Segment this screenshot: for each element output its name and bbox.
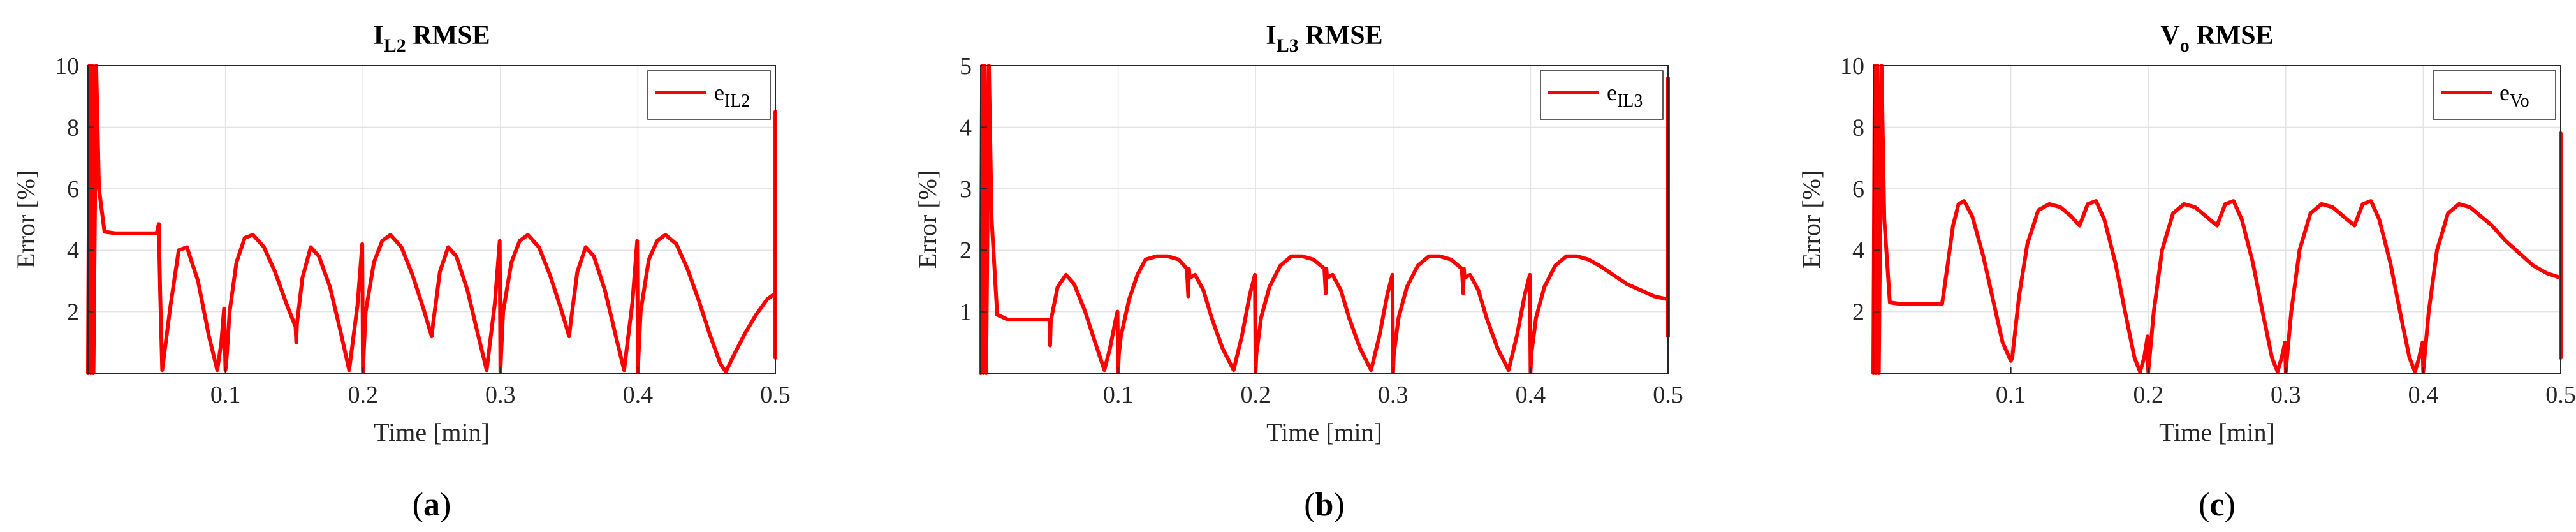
panel-b-x-tick-label: 0.5 <box>1653 381 1683 408</box>
panel-b-x-ticks: 0.1 0.2 0.3 0.4 0.5 <box>1103 367 1683 408</box>
panel-b-y-tick-label: 4 <box>960 114 972 141</box>
panel-a-x-tick-label: 0.3 <box>485 381 516 408</box>
panel-a-y-tick-label: 8 <box>67 114 79 141</box>
panel-c-y-axis-label: Error [%] <box>1797 170 1826 269</box>
panel-b-x-tick-label: 0.1 <box>1103 381 1134 408</box>
panel-b-x-tick-label: 0.2 <box>1240 381 1271 408</box>
panel-c-y-tick-label: 10 <box>1840 53 1864 80</box>
panel-a-y-tick-label: 10 <box>55 53 79 80</box>
panel-c-x-tick-label: 0.3 <box>2271 381 2301 408</box>
panel-c-legend-box <box>2433 70 2556 120</box>
panel-a-x-tick-label: 0.2 <box>348 381 378 408</box>
panel-b-y-axis-label: Error [%] <box>913 170 942 269</box>
panel-c-y-tick-label: 8 <box>1852 114 1864 141</box>
panel-a-x-tick-label: 0.4 <box>623 381 654 408</box>
panel-b-x-axis-label: Time [min] <box>1266 418 1382 447</box>
panel-a-y-ticks: 2 4 6 8 10 <box>55 53 94 326</box>
panel-a-plot <box>86 64 777 375</box>
panel-c-title: Vo RMSE <box>2160 21 2273 56</box>
panel-c-x-tick-label: 0.1 <box>1996 381 2026 408</box>
panel-c-y-tick-label: 4 <box>1852 237 1864 264</box>
panel-b-y-tick-label: 2 <box>960 237 972 264</box>
panel-a-y-tick-label: 4 <box>67 237 79 264</box>
panel-a-plot-frame <box>87 65 776 374</box>
panel-c-x-tick-label: 0.4 <box>2408 381 2439 408</box>
panel-a-legend: eIL2 <box>647 70 771 120</box>
panel-a-y-axis-label: Error [%] <box>11 170 40 269</box>
panel-b-series-line-eIL3 <box>979 64 1670 375</box>
panel-a-legend-label: eIL2 <box>714 80 750 111</box>
panel-a-title: IL2 RMSE <box>373 21 490 56</box>
panel-a-x-axis-label: Time [min] <box>374 418 490 447</box>
panel-a-y-tick-label: 6 <box>67 176 79 203</box>
panel-c-plot-frame <box>1873 65 2561 374</box>
panel-b-legend-label: eIL3 <box>1607 80 1643 111</box>
panel-c-legend: eVo <box>2433 70 2556 120</box>
panel-c-y-ticks: 2 4 6 8 10 <box>1840 53 1880 326</box>
caption-b: (b) <box>1304 487 1345 523</box>
panel-c: Vo RMSE 0.1 0.2 0.3 0.4 0.5 2 4 6 8 10 Time [min… <box>1797 21 2576 447</box>
panel-b-legend-box <box>1540 70 1664 120</box>
panel-c-y-tick-label: 6 <box>1852 176 1864 203</box>
panel-c-x-tick-label: 0.5 <box>2545 381 2576 408</box>
panel-b-y-ticks: 1 2 3 4 5 <box>960 53 987 326</box>
panel-c-x-ticks: 0.1 0.2 0.3 0.4 0.5 <box>1996 367 2576 408</box>
panel-b-y-tick-label: 5 <box>960 53 972 80</box>
panel-b-plot <box>979 64 1670 375</box>
panel-a-y-tick-label: 2 <box>67 299 79 326</box>
panel-c-x-axis-label: Time [min] <box>2159 418 2275 447</box>
panel-a-series-line-eIL2 <box>86 64 777 375</box>
panel-a-x-tick-label: 0.5 <box>760 381 791 408</box>
panel-b-title: IL3 RMSE <box>1266 21 1382 56</box>
panel-c-x-tick-label: 0.2 <box>2133 381 2163 408</box>
panel-c-legend-label: eVo <box>2499 80 2529 111</box>
panel-b-y-tick-label: 3 <box>960 176 972 203</box>
panel-a-x-ticks: 0.1 0.2 0.3 0.4 0.5 <box>210 367 791 408</box>
panel-b-x-tick-label: 0.3 <box>1378 381 1409 408</box>
panel-b: IL3 RMSE 0.1 0.2 0.3 0.4 0.5 1 2 3 4 5 Time [min… <box>913 21 1683 447</box>
panel-b-y-tick-label: 1 <box>960 299 972 326</box>
caption-c: (c) <box>2199 487 2236 523</box>
panel-b-legend: eIL3 <box>1540 70 1664 120</box>
panel-a-legend-box <box>647 70 771 120</box>
panel-a: IL2 RMSE 0.1 0.2 0.3 0.4 0.5 2 4 6 8 10 Time [mi… <box>11 21 791 447</box>
panel-b-x-tick-label: 0.4 <box>1516 381 1546 408</box>
panel-a-x-tick-label: 0.1 <box>210 381 241 408</box>
caption-a: (a) <box>413 487 451 523</box>
panel-c-y-tick-label: 2 <box>1852 299 1864 326</box>
panel-b-plot-frame <box>980 65 1669 374</box>
